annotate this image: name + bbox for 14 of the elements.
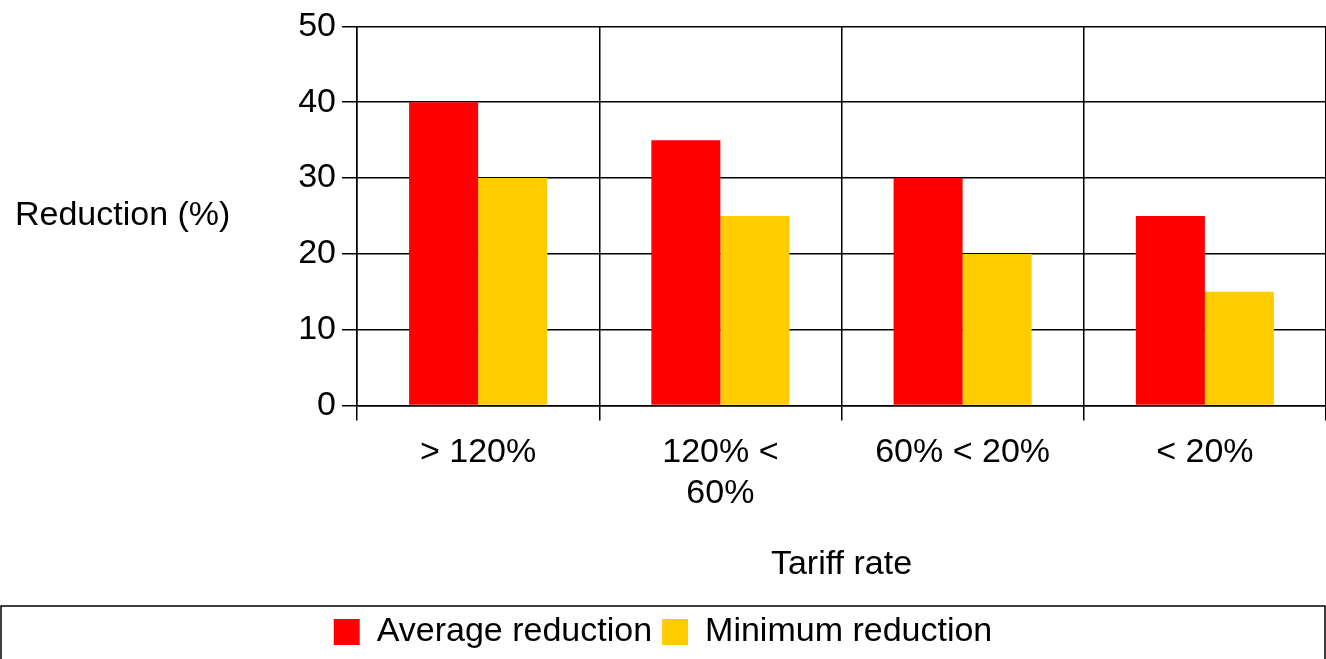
y-tick-label: 0: [317, 383, 336, 422]
x-tick-label: 60% < 20%: [875, 431, 1051, 470]
x-axis-title: Tariff rate: [770, 542, 913, 581]
legend-label: Average reduction: [376, 610, 653, 649]
y-tick-label: 50: [298, 4, 336, 43]
legend-label: Minimum reduction: [705, 610, 993, 649]
x-tick-label: > 120%: [419, 431, 537, 470]
y-tick-label: 40: [298, 80, 336, 119]
y-axis-title: Reduction (%): [15, 194, 231, 233]
y-tick-label: 10: [298, 308, 336, 347]
y-tick-label: 20: [298, 232, 336, 271]
x-tick-label: < 20%: [1156, 431, 1254, 470]
x-tick-label: 120% < 60%: [662, 431, 779, 511]
y-tick-label: 30: [298, 156, 336, 195]
